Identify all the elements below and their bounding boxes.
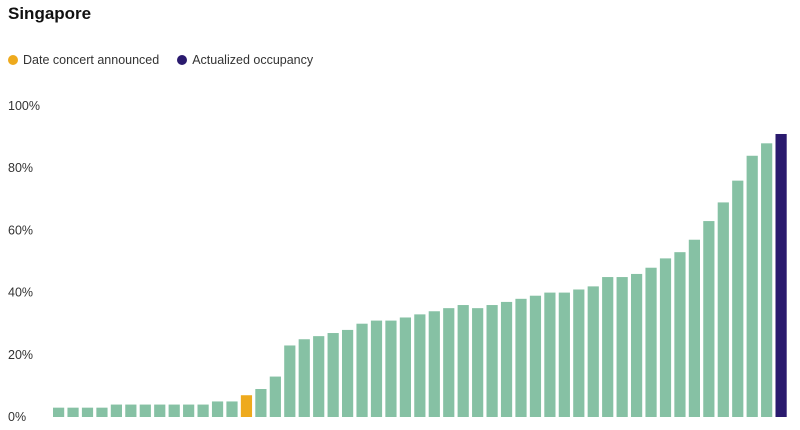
bar: [529, 295, 542, 417]
legend-swatch-actual: [177, 55, 188, 65]
bar: [746, 155, 758, 417]
bar: [414, 314, 426, 417]
y-tick-label: 60%: [8, 223, 33, 237]
legend-item-announced: Date concert announced: [8, 53, 159, 67]
bar: [659, 258, 672, 417]
bar: [428, 311, 440, 417]
bar: [298, 339, 310, 417]
bar: [327, 333, 339, 417]
bar: [544, 292, 556, 417]
y-tick-label: 40%: [8, 286, 33, 300]
bar: [284, 345, 296, 417]
y-tick-label: 0%: [8, 410, 26, 424]
bar: [255, 389, 267, 417]
bar: [761, 143, 773, 417]
bar: [472, 308, 484, 417]
bar: [53, 407, 65, 417]
bar: [81, 407, 94, 417]
legend: Date concert announced Actualized occupa…: [8, 53, 331, 67]
legend-label-actual: Actualized occupancy: [192, 53, 314, 67]
bar: [342, 329, 354, 417]
bar: [500, 301, 513, 417]
bar: [631, 273, 643, 417]
bar: [399, 317, 411, 417]
bar: [96, 407, 108, 417]
y-tick-label: 80%: [8, 161, 33, 175]
bar: [703, 221, 715, 417]
y-tick-label: 100%: [8, 99, 40, 113]
legend-item-actual: Actualized occupancy: [177, 53, 313, 67]
y-tick-label: 20%: [8, 348, 33, 362]
bar: [110, 404, 122, 417]
bar: [645, 267, 657, 417]
bar: [211, 401, 224, 417]
bar: [688, 239, 700, 417]
bar: [732, 180, 744, 417]
bar: [197, 404, 209, 417]
bar: [616, 277, 628, 417]
bar: [313, 336, 325, 417]
bar: [385, 320, 397, 417]
bar: [558, 292, 570, 417]
bar: [356, 323, 368, 417]
bar: [154, 404, 166, 417]
bar: [168, 404, 180, 417]
bar: [226, 401, 238, 417]
chart-title: Singapore: [8, 4, 92, 23]
bar: [486, 305, 498, 417]
legend-label-announced: Date concert announced: [23, 53, 160, 67]
bar-date-announced: [240, 395, 253, 417]
bar: [674, 252, 686, 417]
bar: [602, 277, 614, 417]
bar: [139, 404, 151, 417]
bar: [587, 286, 599, 417]
bar-actualized-occupancy: [775, 133, 787, 418]
bar: [269, 376, 281, 417]
bar: [67, 407, 79, 417]
bar: [443, 308, 455, 417]
bar: [515, 298, 527, 417]
bar: [370, 320, 383, 417]
bar: [573, 289, 585, 417]
bar: [717, 202, 729, 417]
legend-swatch-announced: [8, 55, 18, 65]
bar: [125, 404, 137, 417]
bar: [183, 404, 195, 417]
bar: [457, 305, 469, 417]
